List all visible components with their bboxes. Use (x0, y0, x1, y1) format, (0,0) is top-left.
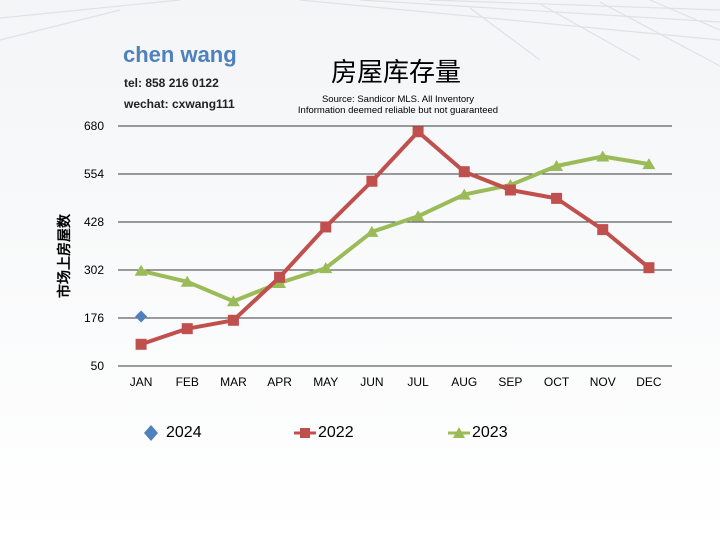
x-tick-label: AUG (451, 375, 477, 389)
y-tick-label: 554 (84, 167, 104, 181)
x-tick-label: MAY (313, 375, 338, 389)
legend-item-2022: 2022 (294, 422, 354, 444)
data-point-2022 (504, 184, 516, 196)
series-line-2022 (140, 129, 651, 347)
contact-phone: tel: 858 216 0122 (124, 76, 219, 90)
disclaimer-line: Information deemed reliable but not guar… (297, 105, 499, 116)
data-point-2023 (642, 158, 656, 170)
x-tick-label: JUN (360, 375, 383, 389)
data-point-2023 (596, 150, 610, 162)
chart-source-note: Source: Sandicor MLS. All Inventory Info… (248, 94, 548, 116)
y-tick-label: 680 (84, 119, 104, 133)
y-tick-label: 50 (91, 359, 105, 373)
data-point-2022 (597, 224, 609, 236)
legend-item-2024: 2024 (142, 422, 202, 444)
data-point-2022 (274, 271, 286, 283)
legend-marker-2024 (144, 425, 158, 441)
data-point-2022 (135, 338, 147, 350)
chart-title: 房屋库存量 (330, 58, 461, 88)
y-tick-label: 302 (84, 263, 104, 277)
data-point-2022 (181, 323, 193, 335)
legend-marker-2023 (448, 427, 470, 438)
data-point-2023 (365, 225, 379, 237)
contact-wechat: wechat: cxwang111 (124, 97, 235, 111)
legend-label-2024: 2024 (166, 424, 202, 441)
data-point-2022 (643, 262, 655, 274)
x-tick-label: DEC (636, 375, 662, 389)
legend-label-2022: 2022 (318, 424, 354, 441)
background-grid-decoration (0, 0, 720, 67)
legend-marker-2022 (294, 428, 316, 438)
y-axis-label-wrap: 市场上房屋数 (44, 196, 84, 316)
data-point-2023 (457, 188, 471, 200)
data-point-2022 (458, 166, 470, 178)
x-tick-label: SEP (498, 375, 522, 389)
data-point-2022 (412, 126, 424, 138)
y-tick-label: 428 (84, 215, 104, 229)
data-point-2023 (550, 160, 564, 171)
x-tick-label: APR (267, 375, 292, 389)
data-point-2023 (134, 264, 148, 276)
y-tick-label: 176 (84, 311, 104, 325)
x-tick-label: MAR (220, 375, 247, 389)
data-point-2022 (366, 175, 378, 187)
data-point-2022 (227, 314, 239, 326)
x-tick-label: FEB (176, 375, 199, 389)
x-tick-label: JUL (407, 375, 429, 389)
x-tick-label: NOV (590, 375, 616, 389)
data-point-2022 (551, 192, 563, 204)
source-line: Source: Sandicor MLS. All Inventory (321, 94, 475, 105)
x-tick-label: JAN (130, 375, 153, 389)
data-point-2023 (180, 275, 194, 287)
legend-label-2023: 2023 (472, 424, 508, 441)
data-point-2023 (411, 210, 425, 222)
data-point-2024 (135, 310, 148, 323)
data-point-2022 (320, 221, 332, 233)
series-line-2023 (140, 154, 650, 304)
y-axis-label: 市场上房屋数 (57, 214, 73, 298)
data-point-2023 (319, 262, 333, 274)
x-tick-label: OCT (544, 375, 570, 389)
legend-item-2023: 2023 (448, 422, 508, 444)
data-point-2023 (226, 295, 240, 307)
author-name: chen wang (123, 42, 237, 67)
